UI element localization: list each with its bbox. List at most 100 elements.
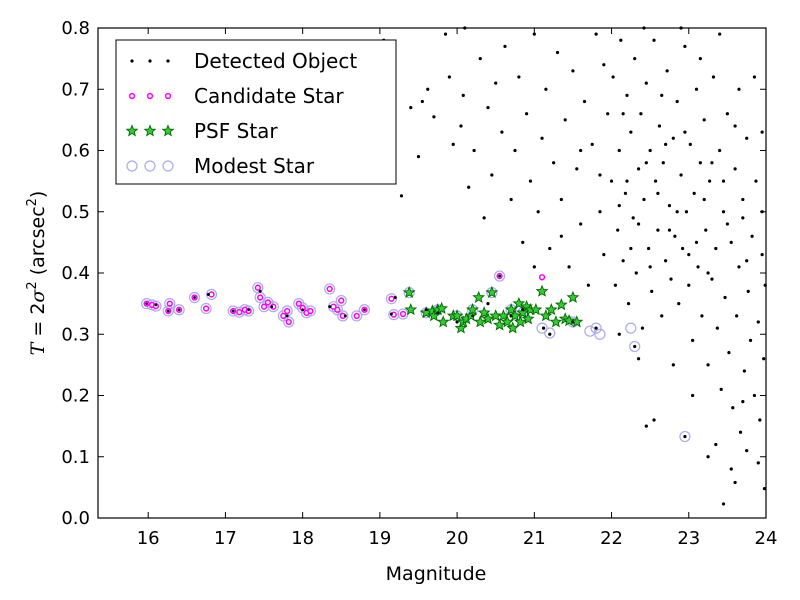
x-tick-label: 16 <box>137 528 160 549</box>
detected-object-point <box>490 173 494 177</box>
modest-star-point <box>358 304 371 316</box>
detected-object-point-overlay <box>706 363 710 367</box>
detected-object-point-overlay <box>691 338 695 342</box>
detected-object-point <box>606 112 610 116</box>
detected-object-point-overlay <box>270 305 274 309</box>
psf-star-point <box>512 296 526 310</box>
detected-object-point <box>714 246 718 251</box>
detected-object-point <box>698 57 702 61</box>
detected-object-point <box>579 222 583 226</box>
legend-label-psf-star: PSF Star <box>194 119 278 143</box>
detected-object-point <box>563 118 567 122</box>
y-tick-label: 0.0 <box>61 508 90 529</box>
detected-object-point <box>683 130 687 134</box>
detected-object-point-overlay <box>715 326 719 330</box>
modest-star-point <box>283 316 295 328</box>
candidate-star-point <box>388 295 395 302</box>
detected-object-point <box>525 112 529 116</box>
detected-object-point <box>555 50 560 55</box>
modest-star-markers <box>141 270 691 443</box>
psf-star-point <box>497 309 510 322</box>
detected-object-point <box>725 222 729 226</box>
candidate-star-point <box>202 305 210 312</box>
detected-object-point-overlay <box>756 461 760 465</box>
modest-star-point <box>594 328 606 340</box>
candidate-star-point <box>326 285 333 293</box>
psf-star-point <box>539 309 553 322</box>
candidate-star-point <box>334 306 341 313</box>
psf-star-point <box>493 318 506 331</box>
detected-object-point-overlay <box>741 400 745 404</box>
detected-object-point <box>602 253 606 257</box>
detected-object-point <box>443 32 448 36</box>
psf-star-point <box>514 315 527 328</box>
detected-object-point <box>594 32 598 36</box>
y-axis-label-unit-close: ) <box>27 191 49 198</box>
modest-star-point <box>188 291 201 304</box>
detected-object-point <box>552 161 556 165</box>
detected-object-point <box>664 259 668 263</box>
detected-object-point <box>636 222 641 226</box>
y-tick-label: 0.8 <box>61 18 90 39</box>
detected-object-point <box>447 75 451 79</box>
detected-object-point <box>718 32 722 36</box>
detected-object-point-overlay <box>706 455 710 459</box>
detected-object-point-overlay <box>644 424 648 428</box>
detected-object-point <box>760 130 764 134</box>
psf-star-point <box>477 306 491 319</box>
detected-object-point <box>745 259 749 263</box>
modest-star-point <box>590 322 602 334</box>
modest-star-point <box>584 325 596 337</box>
detected-object-point <box>656 228 660 232</box>
legend-marker-modest-star <box>162 160 174 172</box>
detected-object-point <box>711 75 716 79</box>
detected-object-point <box>467 185 471 189</box>
detected-object-point-overlay <box>586 283 590 287</box>
modest-star-point <box>388 309 400 321</box>
detected-object-point <box>648 148 652 153</box>
detected-object-point <box>653 179 658 183</box>
detected-object-point <box>540 136 544 140</box>
candidate-star-point <box>208 291 215 298</box>
candidate-star-point <box>166 300 173 307</box>
detected-object-point-overlay <box>723 296 727 299</box>
detected-object-point <box>665 69 669 73</box>
detected-object-point-overlay <box>700 314 704 318</box>
detected-object-point-overlay <box>247 308 250 312</box>
detected-object-point <box>625 179 629 183</box>
detected-object-point-overlay <box>207 293 210 296</box>
detected-object-point <box>710 161 714 165</box>
psf-star-point <box>454 321 468 334</box>
psf-star-point <box>466 303 479 316</box>
detected-object-point <box>571 69 575 73</box>
detected-object-point-overlay <box>363 308 366 312</box>
psf-star-point <box>485 285 499 299</box>
psf-star-point <box>529 303 543 316</box>
detected-object-point <box>667 228 672 232</box>
detected-object-point <box>729 240 733 244</box>
psf-star-point <box>472 290 486 303</box>
modest-star-point <box>629 340 641 353</box>
detected-object-point <box>461 93 465 97</box>
detected-object-point-overlay <box>727 351 731 355</box>
detected-object-point <box>636 167 641 171</box>
legend-marker-modest-star <box>126 160 138 172</box>
psf-star-point <box>554 298 568 311</box>
detected-object-point <box>708 179 712 183</box>
detected-object-point-overlay <box>594 326 598 330</box>
detected-object-point <box>629 130 633 134</box>
modest-star-point <box>267 301 279 313</box>
detected-object-point <box>532 32 536 36</box>
psf-star-point <box>562 314 576 327</box>
detected-object-point-overlay <box>548 332 552 336</box>
candidate-star-point <box>257 294 264 301</box>
detected-object-point-overlay <box>145 302 149 306</box>
detected-object-point-overlay <box>634 271 638 275</box>
modest-star-point <box>679 430 691 443</box>
detected-object-point-overlay <box>154 303 158 307</box>
detected-object-point-overlay <box>733 481 737 484</box>
candidate-star-point <box>284 307 291 315</box>
y-axis-label-unit-power: 2 <box>25 198 40 206</box>
modest-star-point <box>205 288 218 301</box>
